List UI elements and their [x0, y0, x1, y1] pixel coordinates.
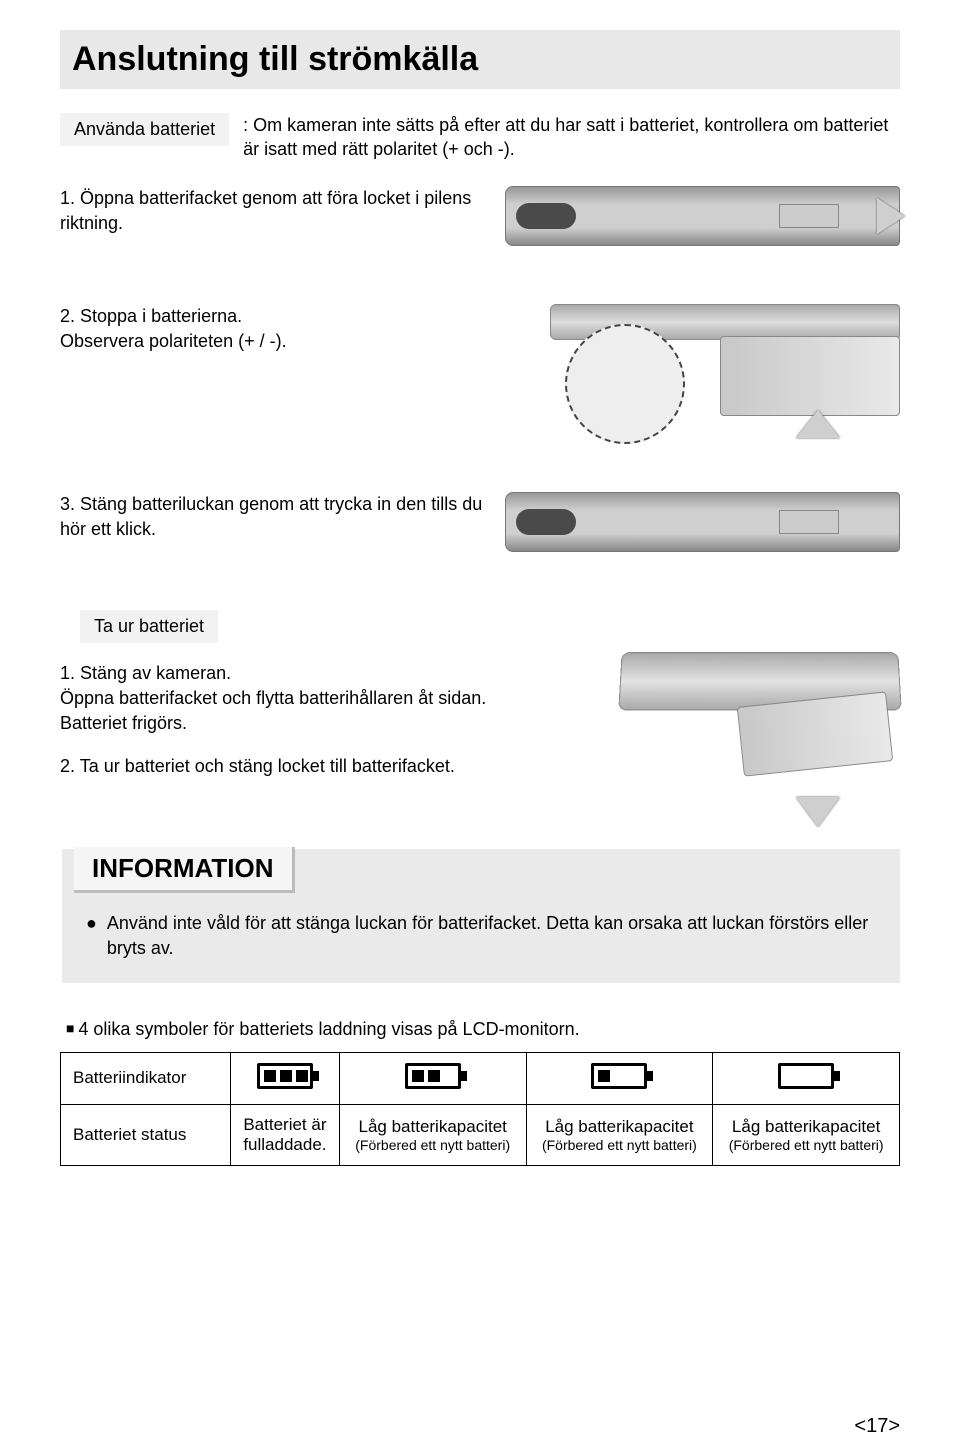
cell-indicator-label: Batteriindikator [61, 1052, 231, 1104]
cell-status-low1: Låg batterikapacitet (Förbered ett nytt … [339, 1104, 526, 1165]
remove-battery-section: Ta ur batteriet 1. Stäng av kameran. Öpp… [60, 610, 900, 821]
step-3-row: 3. Stäng batteriluckan genom att trycka … [60, 492, 900, 572]
cell-icon-one [526, 1052, 713, 1104]
cell-icon-full [231, 1052, 340, 1104]
remove-step-2: 2. Ta ur batteriet och stäng locket till… [60, 754, 490, 779]
info-bullet-row: ● Använd inte våld för att stänga luckan… [80, 911, 882, 961]
cell-status-low2: Låg batterikapacitet (Förbered ett nytt … [526, 1104, 713, 1165]
battery-icon-empty [778, 1063, 834, 1089]
battery-icon-full [257, 1063, 313, 1089]
info-title: INFORMATION [74, 847, 292, 890]
table-row: Batteriet status Batteriet är fulladdade… [61, 1104, 900, 1165]
cell-text: Batteriet är [243, 1115, 326, 1134]
battery-icon-one [591, 1063, 647, 1089]
cell-icon-two [339, 1052, 526, 1104]
step-2-text: 2. Stoppa i batterierna. Observera polar… [60, 304, 490, 354]
remove-image [508, 651, 900, 821]
info-title-wrap: INFORMATION [74, 847, 295, 893]
cell-text: Låg batterikapacitet [545, 1117, 693, 1136]
step-1-image [490, 186, 900, 246]
intro-text: : Om kameran inte sätts på efter att du … [243, 113, 900, 162]
step-3-image [490, 492, 900, 552]
battery-table: Batteriindikator Batteriet status Batter… [60, 1052, 900, 1166]
cell-text: Låg batterikapacitet [359, 1117, 507, 1136]
cell-status-full: Batteriet är fulladdade. [231, 1104, 340, 1165]
table-row: Batteriindikator [61, 1052, 900, 1104]
remove-steps-text: 1. Stäng av kameran. Öppna batterifacket… [60, 651, 490, 821]
cell-status-low3: Låg batterikapacitet (Förbered ett nytt … [713, 1104, 900, 1165]
cell-text: Låg batterikapacitet [732, 1117, 880, 1136]
page-number: <17> [854, 1415, 900, 1438]
remove-battery-label: Ta ur batteriet [80, 610, 218, 643]
step-1-row: 1. Öppna batterifacket genom att föra lo… [60, 186, 900, 266]
step-2-row: 2. Stoppa i batterierna. Observera polar… [60, 304, 900, 454]
symbols-heading: 4 olika symboler för batteriets laddning… [60, 1019, 900, 1040]
step-2-image [490, 304, 900, 434]
intro-row: Använda batteriet : Om kameran inte sätt… [60, 113, 900, 162]
cell-status-label: Batteriet status [61, 1104, 231, 1165]
battery-icon-two [405, 1063, 461, 1089]
remove-step-1: 1. Stäng av kameran. Öppna batterifacket… [60, 661, 490, 737]
cell-text: (Förbered ett nytt batteri) [535, 1137, 705, 1153]
information-box: INFORMATION ● Använd inte våld för att s… [60, 849, 900, 983]
cell-icon-empty [713, 1052, 900, 1104]
info-bullet-text: Använd inte våld för att stänga luckan f… [107, 911, 876, 961]
use-battery-label: Använda batteriet [60, 113, 229, 146]
bullet-icon: ● [86, 911, 97, 961]
cell-text: (Förbered ett nytt batteri) [348, 1137, 518, 1153]
step-1-text: 1. Öppna batterifacket genom att föra lo… [60, 186, 490, 236]
step-3-text: 3. Stäng batteriluckan genom att trycka … [60, 492, 490, 542]
page-title: Anslutning till strömkälla [60, 30, 900, 89]
cell-text: (Förbered ett nytt batteri) [721, 1137, 891, 1153]
cell-text: fulladdade. [239, 1135, 331, 1155]
